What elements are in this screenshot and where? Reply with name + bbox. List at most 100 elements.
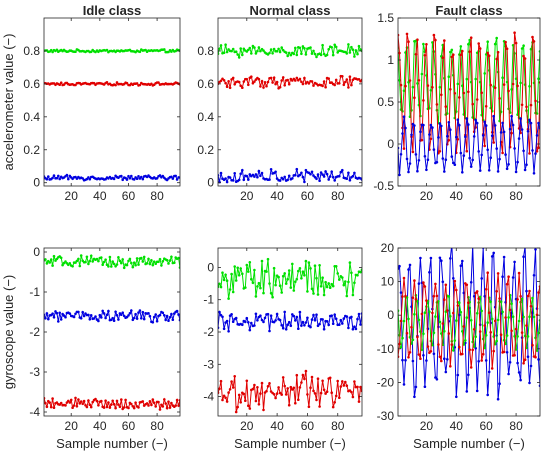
data-point-green [354,49,358,52]
data-point-green [347,43,350,46]
data-point-red [331,405,335,409]
x-tick-label: 60 [301,189,315,203]
data-point-blue [516,160,519,164]
data-point-blue [141,310,145,314]
data-point-red [59,401,63,405]
data-point-blue [446,134,449,138]
data-point-blue [401,358,404,362]
data-point-red [481,352,485,356]
data-point-red [262,408,265,412]
data-point-blue [224,177,227,180]
data-point-blue [170,175,173,179]
data-point-red [404,84,407,88]
data-point-blue [52,316,56,319]
data-point-blue [254,312,258,316]
x-tick-label: 20 [420,419,434,433]
data-point-red [449,365,452,368]
y-tick-label: 0.2 [23,143,40,157]
data-point-red [157,81,160,84]
data-point-red [231,386,235,389]
data-point-blue [269,314,273,318]
data-point-red [321,379,324,383]
data-point-green [522,315,525,319]
data-point-red [408,79,412,82]
data-point-red [45,405,49,409]
data-point-red [298,386,302,389]
data-point-red [49,405,53,409]
data-point-blue [354,327,358,331]
data-point-blue [309,172,312,176]
x-tick-label: 60 [122,419,136,433]
data-point-blue [534,152,537,155]
data-point-red [316,377,320,381]
data-point-blue [281,326,285,330]
data-point-blue [447,121,451,124]
y-tick-label: 0.5 [377,95,394,109]
data-point-red [228,388,232,391]
data-point-red [286,78,290,82]
data-point-green [333,43,337,47]
y-tick-label: 0.6 [23,77,40,91]
data-point-green [231,47,235,51]
data-point-blue [461,171,464,174]
data-point-blue [416,169,419,173]
axes-box [43,247,181,417]
data-point-blue [477,360,481,363]
data-point-green [330,46,334,49]
data-point-green [319,285,323,288]
data-point-red [265,389,268,393]
data-point-blue [410,133,413,137]
data-point-blue [140,317,143,320]
data-point-red [410,325,413,329]
data-point-green [122,266,126,270]
data-point-blue [341,322,344,325]
data-point-green [461,330,464,333]
data-point-red [89,405,93,409]
data-point-green [117,255,120,259]
data-point-red [253,80,256,83]
data-point-blue [112,177,116,181]
data-point-blue [532,274,536,277]
data-point-green [152,260,156,264]
data-point-red [417,79,421,82]
data-point-green [356,274,359,277]
data-point-red [248,407,252,410]
data-point-blue [161,174,165,178]
data-point-red [493,86,497,90]
y-tick-label: 0 [207,260,214,274]
data-point-blue [245,174,249,178]
data-point-green [115,263,119,266]
data-point-blue [161,311,165,315]
data-point-blue [331,175,335,179]
data-point-blue [339,318,343,322]
data-point-green [416,300,419,303]
data-point-green [304,53,308,56]
data-point-blue [431,126,434,129]
data-point-blue [97,319,100,323]
data-point-red [170,401,173,405]
data-point-blue [291,177,294,180]
data-point-green [309,46,312,49]
data-point-blue [338,174,341,178]
data-point-blue [318,179,321,182]
data-point-green [271,295,274,299]
data-point-green [140,256,143,260]
data-point-green [127,259,130,263]
data-point-blue [98,313,102,317]
data-point-blue [434,376,437,379]
data-point-green [535,349,539,352]
data-point-red [306,393,309,396]
data-point-red [443,39,446,42]
data-point-green [510,88,513,91]
data-point-red [495,57,499,61]
data-point-red [468,50,472,53]
data-point-red [408,351,412,354]
data-point-green [505,80,509,84]
data-point-green [230,49,233,53]
data-point-blue [517,371,521,374]
data-point-blue [298,310,302,314]
data-point-red [447,138,451,142]
data-point-red [322,80,326,83]
data-point-green [108,255,112,259]
data-point-red [429,137,433,141]
